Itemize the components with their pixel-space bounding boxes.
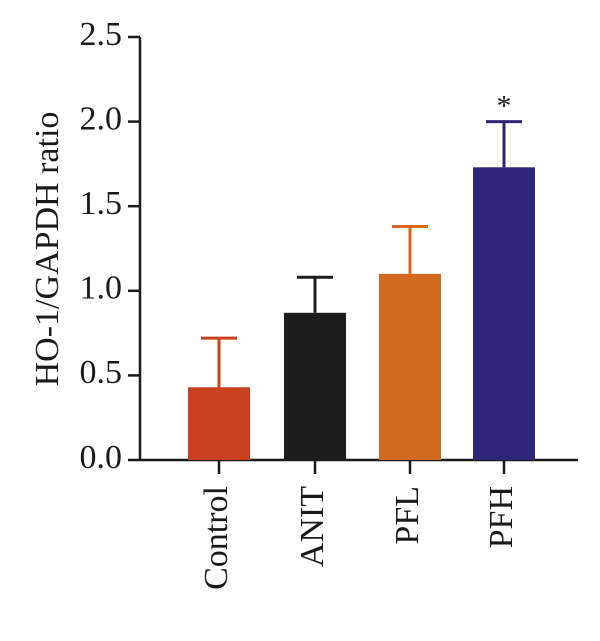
bar-control	[188, 387, 250, 460]
y-axis-title-group: HO-1/GAPDH ratio	[29, 112, 66, 387]
y-tick-label: 2.0	[80, 100, 123, 137]
y-tick-label: 0.0	[80, 439, 123, 476]
y-tick-label: 2.5	[80, 16, 123, 53]
x-category-label: Control	[198, 486, 235, 590]
x-category-label: PFL	[389, 486, 426, 545]
significance-marker: *	[497, 90, 512, 123]
x-ticks: Control ANIT PFL PFH	[198, 460, 520, 590]
y-tick-label: 0.5	[80, 354, 123, 391]
y-ticks: 0.0 0.5 1.0 1.5 2.0 2.5	[80, 16, 140, 476]
y-tick-label: 1.0	[80, 270, 123, 307]
y-axis-title: HO-1/GAPDH ratio	[29, 112, 66, 387]
bar-anit	[284, 312, 346, 460]
bars: *	[188, 90, 535, 460]
y-tick-label: 1.5	[80, 185, 123, 222]
x-category-label: PFH	[483, 486, 520, 548]
x-category-label: ANIT	[294, 486, 331, 567]
bar-pfl	[379, 273, 441, 460]
bar-pfh	[473, 167, 535, 460]
